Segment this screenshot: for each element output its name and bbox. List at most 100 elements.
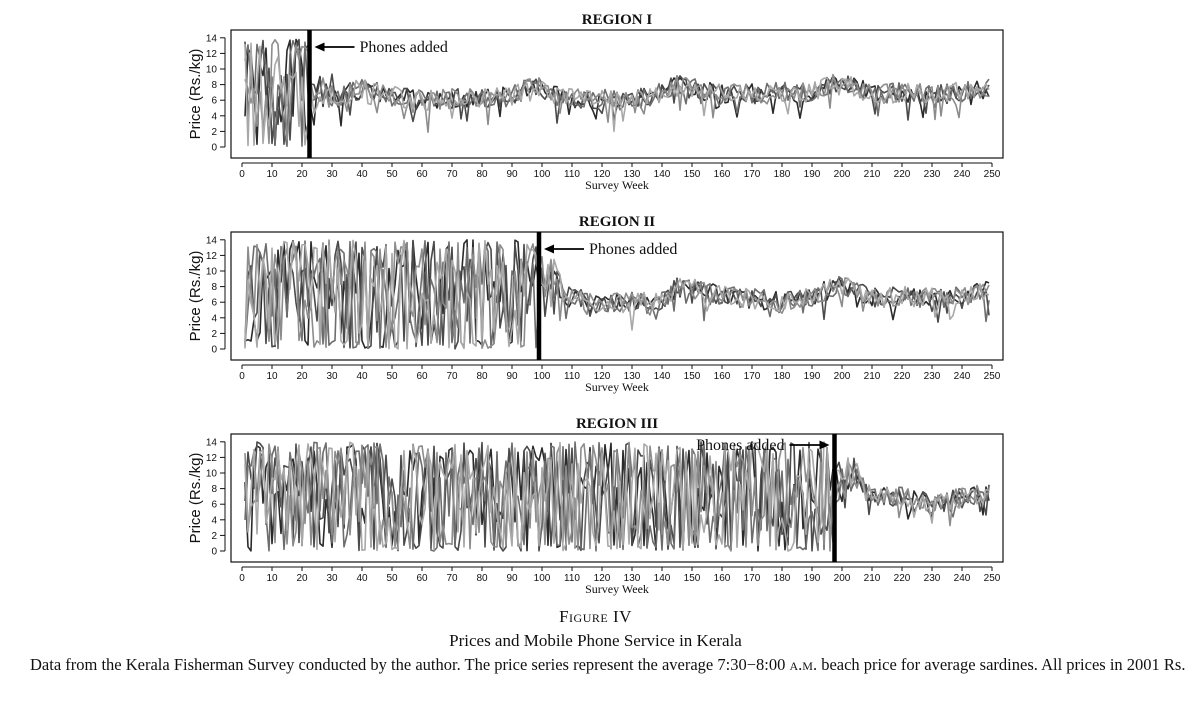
x-tick-label: 240 bbox=[954, 573, 971, 584]
series-group bbox=[244, 441, 990, 552]
y-axis-label: Price (Rs./kg) bbox=[187, 49, 204, 140]
x-tick-label: 80 bbox=[476, 169, 488, 180]
x-tick-label: 180 bbox=[774, 573, 791, 584]
y-tick-label: 4 bbox=[211, 111, 217, 122]
x-tick-label: 130 bbox=[624, 169, 641, 180]
x-tick-label: 50 bbox=[386, 371, 398, 382]
y-tick-label: 8 bbox=[211, 484, 217, 495]
y-tick-label: 2 bbox=[211, 531, 217, 542]
x-tick-label: 170 bbox=[744, 573, 761, 584]
x-tick-label: 230 bbox=[924, 371, 941, 382]
chart-title: REGION I bbox=[582, 12, 653, 28]
x-tick-label: 100 bbox=[534, 169, 551, 180]
x-tick-label: 120 bbox=[594, 371, 611, 382]
y-tick-label: 0 bbox=[211, 143, 217, 154]
x-tick-label: 230 bbox=[924, 169, 941, 180]
y-tick-label: 10 bbox=[206, 65, 218, 76]
x-tick-label: 140 bbox=[654, 371, 671, 382]
y-axis-label: Price (Rs./kg) bbox=[187, 251, 204, 342]
x-tick-label: 220 bbox=[894, 169, 911, 180]
x-tick-label: 50 bbox=[386, 169, 398, 180]
figure-note: Data from the Kerala Fisherman Survey co… bbox=[8, 656, 1190, 673]
x-tick-label: 90 bbox=[506, 573, 518, 584]
x-tick-label: 40 bbox=[356, 169, 368, 180]
x-tick-label: 160 bbox=[714, 169, 731, 180]
x-tick-label: 0 bbox=[239, 573, 245, 584]
x-tick-label: 0 bbox=[239, 169, 245, 180]
x-tick-label: 230 bbox=[924, 573, 941, 584]
x-axis-label: Survey Week bbox=[585, 178, 649, 192]
x-tick-label: 190 bbox=[804, 169, 821, 180]
figure-note-text-2: beach price for average sardines. All pr… bbox=[821, 655, 1186, 674]
phones-added-annotation: Phones added bbox=[696, 437, 830, 454]
x-tick-label: 140 bbox=[654, 169, 671, 180]
x-tick-label: 20 bbox=[296, 169, 308, 180]
x-tick-label: 190 bbox=[804, 573, 821, 584]
x-tick-label: 60 bbox=[416, 573, 428, 584]
x-tick-label: 60 bbox=[416, 169, 428, 180]
x-tick-label: 250 bbox=[984, 371, 1001, 382]
x-tick-label: 90 bbox=[506, 371, 518, 382]
x-tick-label: 80 bbox=[476, 371, 488, 382]
x-tick-label: 120 bbox=[594, 169, 611, 180]
x-axis-label: Survey Week bbox=[585, 380, 649, 394]
x-tick-label: 240 bbox=[954, 169, 971, 180]
x-tick-label: 10 bbox=[266, 573, 278, 584]
x-tick-label: 210 bbox=[864, 169, 881, 180]
plot-frame bbox=[230, 29, 1004, 159]
annotation-arrow-head bbox=[314, 42, 325, 52]
x-tick-label: 250 bbox=[984, 169, 1001, 180]
x-tick-label: 80 bbox=[476, 573, 488, 584]
y-tick-label: 6 bbox=[211, 298, 217, 309]
x-tick-label: 30 bbox=[326, 371, 338, 382]
y-tick-label: 14 bbox=[206, 437, 218, 448]
y-axis-label: Price (Rs./kg) bbox=[187, 453, 204, 544]
x-tick-label: 110 bbox=[564, 371, 580, 382]
plot-frame bbox=[230, 231, 1004, 361]
x-tick-label: 220 bbox=[894, 573, 911, 584]
x-tick-label: 70 bbox=[446, 169, 458, 180]
x-tick-label: 150 bbox=[684, 573, 701, 584]
figure-note-text-1: Data from the Kerala Fisherman Survey co… bbox=[30, 655, 786, 674]
x-tick-label: 50 bbox=[386, 573, 398, 584]
x-tick-label: 10 bbox=[266, 169, 278, 180]
x-tick-label: 0 bbox=[239, 371, 245, 382]
x-tick-label: 210 bbox=[864, 371, 881, 382]
x-tick-label: 20 bbox=[296, 371, 308, 382]
x-tick-label: 170 bbox=[744, 169, 761, 180]
annotation-label: Phones added bbox=[360, 39, 448, 56]
x-tick-label: 40 bbox=[356, 371, 368, 382]
y-tick-label: 12 bbox=[206, 453, 218, 464]
y-tick-label: 10 bbox=[206, 469, 218, 480]
y-tick-label: 10 bbox=[206, 267, 218, 278]
y-tick-label: 2 bbox=[211, 127, 217, 138]
y-tick-label: 6 bbox=[211, 96, 217, 107]
series-group bbox=[244, 38, 990, 147]
x-tick-label: 110 bbox=[564, 169, 580, 180]
phones-added-annotation: Phones added bbox=[544, 241, 677, 258]
y-tick-label: 4 bbox=[211, 515, 217, 526]
x-tick-label: 170 bbox=[744, 371, 761, 382]
y-tick-label: 6 bbox=[211, 500, 217, 511]
x-tick-label: 110 bbox=[564, 573, 580, 584]
x-tick-label: 130 bbox=[624, 371, 641, 382]
x-tick-label: 250 bbox=[984, 573, 1001, 584]
y-tick-label: 12 bbox=[206, 251, 218, 262]
annotation-arrow-head bbox=[544, 244, 554, 254]
figure-note-time-unit: a.m. bbox=[789, 655, 818, 674]
y-tick-label: 12 bbox=[206, 49, 218, 60]
x-tick-label: 70 bbox=[446, 573, 458, 584]
plot-frame bbox=[230, 433, 1004, 563]
x-tick-label: 120 bbox=[594, 573, 611, 584]
series-line-5 bbox=[244, 441, 990, 552]
x-tick-label: 100 bbox=[534, 573, 551, 584]
annotation-arrow-head bbox=[819, 440, 830, 450]
x-tick-label: 190 bbox=[804, 371, 821, 382]
x-axis-label: Survey Week bbox=[585, 582, 649, 596]
x-tick-label: 60 bbox=[416, 371, 428, 382]
phones-added-annotation: Phones added bbox=[314, 39, 448, 56]
x-tick-label: 100 bbox=[534, 371, 551, 382]
series-group bbox=[244, 239, 990, 350]
